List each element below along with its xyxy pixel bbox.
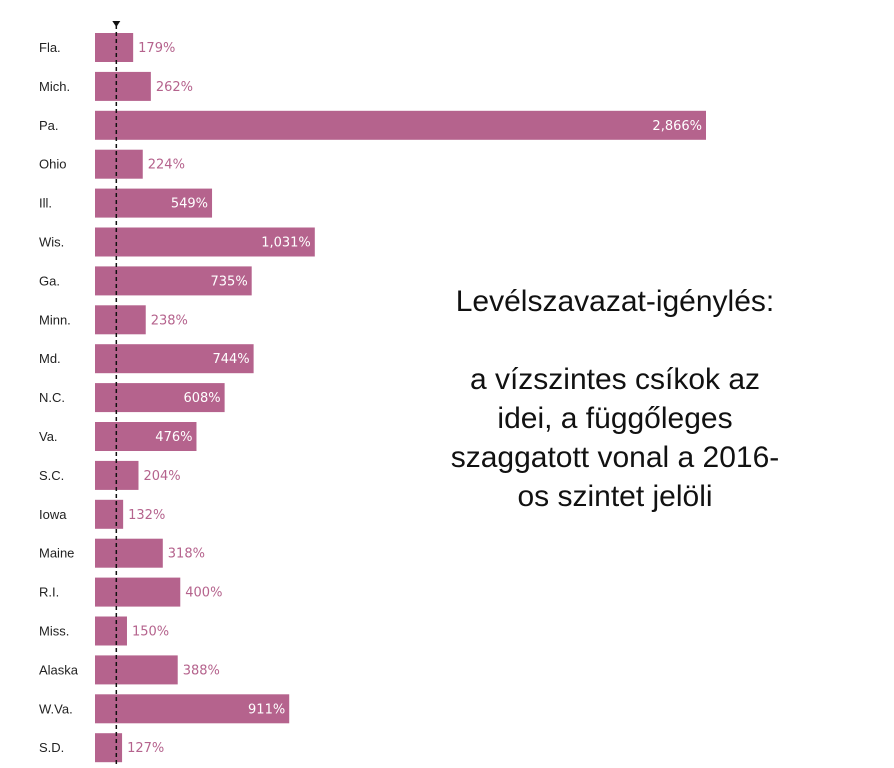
- value-label: 911%: [248, 702, 285, 717]
- state-label: N.C.: [39, 390, 65, 405]
- value-label: 262%: [156, 80, 193, 95]
- bar: [95, 71, 151, 101]
- state-label: S.C.: [39, 468, 64, 483]
- annotation-text: Levélszavazat-igénylés: a vízszintes csí…: [400, 282, 830, 516]
- annotation-line-3: idei, a függőleges: [497, 402, 733, 435]
- state-label: S.D.: [39, 740, 64, 755]
- bar: [95, 655, 178, 685]
- value-label: 2,866%: [652, 119, 702, 134]
- value-label: 179%: [138, 41, 175, 56]
- bar: [95, 344, 254, 374]
- state-label: Ohio: [39, 157, 66, 172]
- value-label: 608%: [183, 391, 220, 406]
- value-label: 1,031%: [261, 236, 311, 251]
- state-label: Miss.: [39, 624, 69, 639]
- reference-marker-icon: [112, 21, 121, 27]
- state-label: W.Va.: [39, 701, 73, 716]
- state-label: Va.: [39, 429, 58, 444]
- value-label: 150%: [132, 625, 169, 640]
- bar: [95, 227, 315, 257]
- state-label: Md.: [39, 351, 61, 366]
- state-label: Iowa: [39, 507, 67, 522]
- state-label: Ga.: [39, 273, 60, 288]
- state-label: Wis.: [39, 235, 64, 250]
- state-label: Maine: [39, 546, 74, 561]
- bar: [95, 733, 123, 763]
- annotation-line-1: Levélszavazat-igénylés:: [455, 285, 775, 318]
- bar: [95, 538, 163, 568]
- bar: [95, 694, 290, 724]
- bar: [95, 33, 134, 62]
- state-label: Ill.: [39, 196, 52, 211]
- value-label: 318%: [168, 547, 205, 562]
- value-label: 476%: [155, 430, 192, 445]
- value-label: 238%: [151, 313, 188, 328]
- annotation-line-5: os szintet jelöli: [517, 480, 713, 513]
- bar: [95, 577, 181, 607]
- value-label: 744%: [212, 352, 249, 367]
- bar: [95, 110, 706, 140]
- state-label: R.I.: [39, 585, 59, 600]
- value-label: 204%: [143, 469, 180, 484]
- state-label: Fla.: [39, 40, 61, 55]
- bar: [95, 616, 127, 646]
- bar: [95, 266, 252, 296]
- bar: [95, 188, 213, 218]
- state-label: Mich.: [39, 79, 70, 94]
- state-label: Pa.: [39, 118, 59, 133]
- bar: [95, 305, 146, 335]
- bar: [95, 422, 197, 451]
- bar: [95, 149, 143, 179]
- value-label: 549%: [171, 197, 208, 212]
- annotation-line-4: szaggatott vonal a 2016-: [450, 441, 780, 474]
- bar: [95, 499, 124, 529]
- annotation-line-2: a vízszintes csíkok az: [469, 363, 761, 396]
- state-label: Minn.: [39, 312, 71, 327]
- value-label: 127%: [127, 741, 164, 756]
- value-label: 400%: [185, 586, 222, 601]
- value-label: 388%: [183, 663, 220, 678]
- value-label: 735%: [211, 274, 248, 289]
- state-label: Alaska: [39, 662, 79, 677]
- value-label: 132%: [128, 508, 165, 523]
- value-label: 224%: [148, 158, 185, 173]
